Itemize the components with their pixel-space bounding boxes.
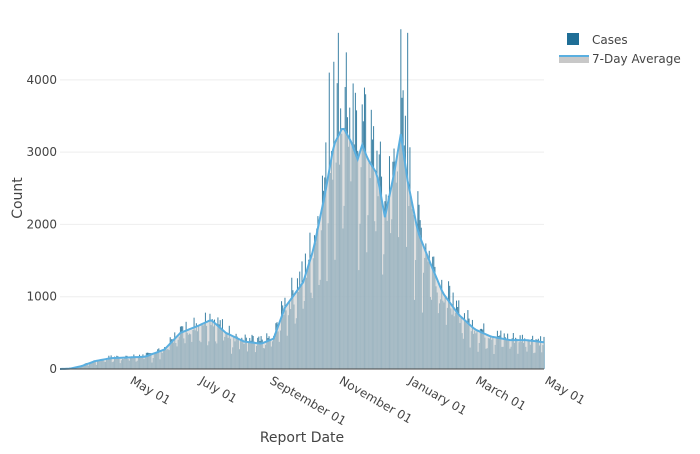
y-tick-label: 0 [49,362,57,376]
y-tick-label: 3000 [26,145,57,159]
x-tick-label: September 01 [268,373,349,428]
x-tick-label: May 01 [128,373,173,407]
x-tick-label: March 01 [473,373,528,413]
y-tick-label: 1000 [26,290,57,304]
legend-label-cases: Cases [592,33,628,47]
y-axis-title: Count [10,177,26,219]
x-tick-label: July 01 [196,373,239,406]
x-tick-label: January 01 [405,373,469,418]
y-tick-label: 2000 [26,217,57,231]
seven-day-average-area [60,129,544,369]
legend-label-7day: 7-Day Average [592,52,681,66]
legend-swatch-cases [567,33,579,45]
legend[interactable]: Cases 7-Day Average [559,33,681,66]
y-tick-label: 4000 [26,73,57,87]
x-tick-label: November 01 [337,373,415,426]
axes: 0 1000 2000 3000 4000 May 01 July 01 September … [26,73,587,428]
seven-day-average [60,129,544,369]
x-tick-label: May 01 [543,373,588,407]
x-axis-title: Report Date [260,430,344,446]
